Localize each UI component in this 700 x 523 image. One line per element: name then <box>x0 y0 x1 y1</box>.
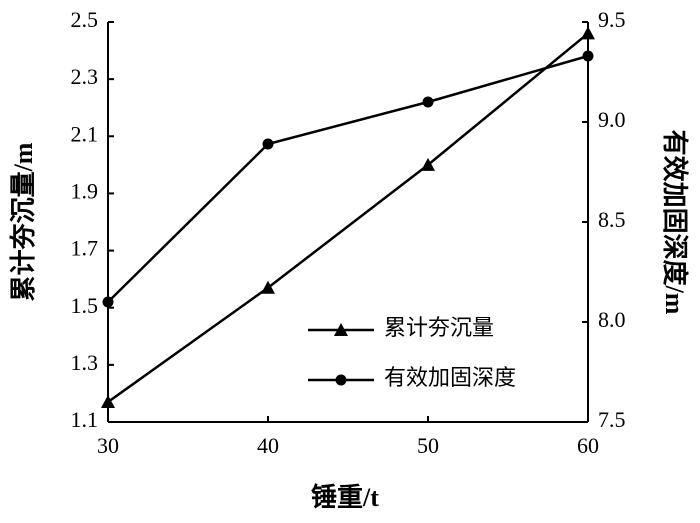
x-tick-label: 30 <box>97 433 119 458</box>
triangle-marker <box>261 280 275 294</box>
circle-marker <box>262 138 274 150</box>
legend-marker <box>334 323 348 336</box>
x-tick-label: 40 <box>257 433 279 458</box>
y2-tick-label: 9.5 <box>598 7 626 32</box>
triangle-marker <box>581 26 595 40</box>
y-tick-label: 2.3 <box>71 64 99 89</box>
circle-marker <box>582 50 594 62</box>
y2-axis-label: 有效加固深度/m <box>660 130 690 315</box>
x-tick-label: 50 <box>417 433 439 458</box>
y2-tick-label: 7.5 <box>598 407 626 432</box>
series-line <box>107 54 589 303</box>
y-tick-label: 1.3 <box>71 350 99 375</box>
legend-label: 累计夯沉量 <box>384 315 494 340</box>
y-tick-label: 1.9 <box>71 178 99 203</box>
y-axis-label: 累计夯沉量/m <box>9 142 38 301</box>
triangle-marker <box>101 395 115 408</box>
triangle-marker <box>421 157 435 171</box>
y2-tick-label: 9.0 <box>598 107 626 132</box>
x-axis-label: 锤重/t <box>311 483 379 512</box>
y-tick-label: 1.1 <box>71 407 99 432</box>
y2-tick-label: 8.0 <box>598 307 626 332</box>
circle-marker <box>422 96 434 108</box>
x-tick-label: 60 <box>577 433 599 458</box>
y2-tick-label: 8.5 <box>598 207 626 232</box>
legend-marker <box>335 374 347 386</box>
circle-marker <box>102 296 114 308</box>
y-tick-label: 1.7 <box>71 236 99 261</box>
series-line <box>107 32 589 404</box>
legend-label: 有效加固深度 <box>384 365 516 390</box>
y-tick-label: 2.1 <box>71 121 99 146</box>
y-tick-label: 1.5 <box>71 293 99 318</box>
y-tick-label: 2.5 <box>71 7 99 32</box>
